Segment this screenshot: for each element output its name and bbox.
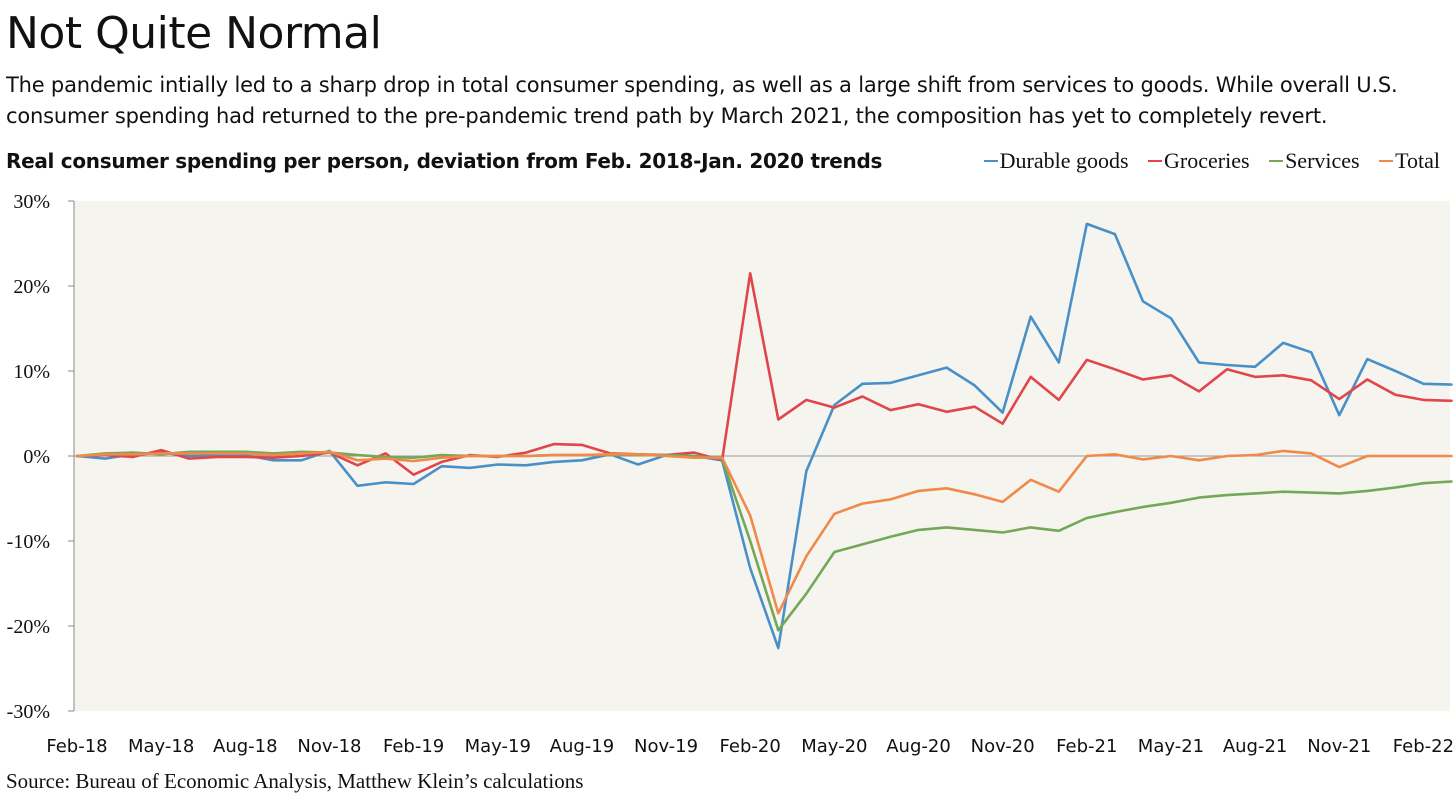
series-line-groceries: [75, 272, 1453, 477]
y-tick-label: -10%: [7, 531, 50, 553]
y-tick-label: 30%: [13, 191, 50, 213]
series-lines: [75, 222, 1453, 650]
page-subtitle: The pandemic intially led to a sharp dro…: [6, 73, 1398, 128]
legend-swatch-total: [1379, 159, 1394, 162]
legend-label-total: Total: [1395, 148, 1440, 173]
x-tick-label: Feb-19: [383, 736, 444, 757]
x-tick-label: Nov-20: [971, 736, 1035, 757]
chart-heading: Real consumer spending per person, devia…: [6, 146, 882, 176]
x-tick-label: Feb-21: [1056, 736, 1117, 757]
y-axis: 30% 20% 10% 0% -10% -20% -30%: [7, 191, 75, 723]
source-note: Source: Bureau of Economic Analysis, Mat…: [6, 769, 584, 793]
y-tick-label: 20%: [13, 276, 50, 298]
legend-swatch-durable-goods: [983, 159, 998, 162]
legend-label-services: Services: [1285, 148, 1360, 173]
legend-swatch-services: [1269, 159, 1284, 162]
y-tick-label: 10%: [13, 361, 50, 383]
x-tick-label: May-20: [801, 736, 867, 757]
legend-item-services: Services: [1269, 146, 1360, 176]
series-line-durable-goods: [75, 222, 1453, 650]
legend-swatch-groceries: [1148, 159, 1163, 162]
y-tick-label: -30%: [7, 701, 50, 723]
x-tick-label: Nov-21: [1307, 736, 1371, 757]
x-tick-label: May-21: [1138, 736, 1204, 757]
legend-item-durable-goods: Durable goods: [983, 146, 1129, 176]
legend-label-durable-goods: Durable goods: [999, 148, 1129, 173]
line-chart: 30% 20% 10% 0% -10% -20% -30% Feb-18 May-18 Aug-…: [7, 191, 1454, 757]
chart-title: Real consumer spending per person, devia…: [6, 149, 883, 173]
x-tick-label: Aug-18: [213, 736, 278, 757]
legend-item-groceries: Groceries: [1148, 146, 1250, 176]
x-tick-label: Feb-18: [46, 736, 107, 757]
x-tick-label: May-18: [128, 736, 194, 757]
legend-item-total: Total: [1379, 146, 1440, 176]
x-tick-label: Aug-20: [886, 736, 951, 757]
x-tick-label: May-19: [465, 736, 531, 757]
y-tick-label: 0%: [23, 446, 50, 468]
x-tick-label: Feb-22: [1393, 736, 1454, 757]
x-tick-label: Nov-19: [634, 736, 698, 757]
x-tick-label: Aug-19: [550, 736, 615, 757]
legend-label-groceries: Groceries: [1164, 148, 1250, 173]
x-tick-label: Nov-18: [297, 736, 361, 757]
x-tick-label: Aug-21: [1223, 736, 1288, 757]
y-tick-label: -20%: [7, 616, 50, 638]
page-title: Not Quite Normal: [6, 8, 382, 59]
series-line-total: [75, 449, 1453, 615]
x-tick-label: Feb-20: [720, 736, 781, 757]
chart-legend: Durable goods Groceries Services Total: [970, 146, 1440, 176]
